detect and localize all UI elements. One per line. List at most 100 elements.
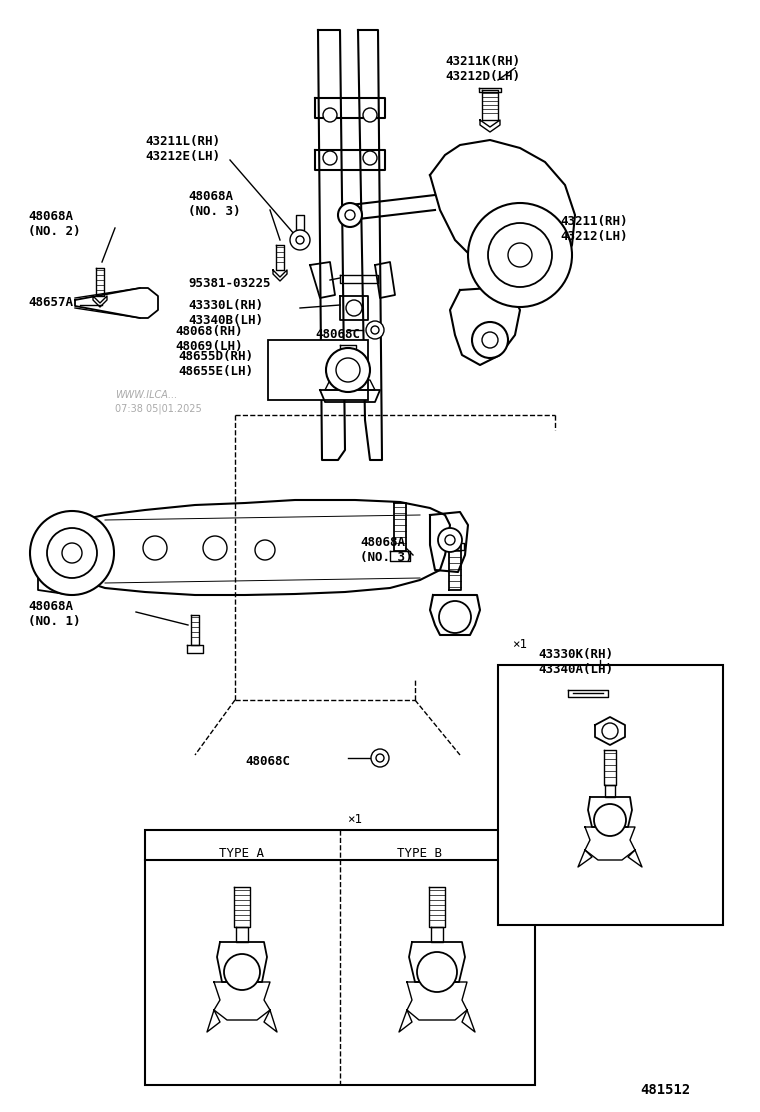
Text: WWW.ILCA...: WWW.ILCA... xyxy=(115,390,177,400)
Circle shape xyxy=(346,300,362,316)
Text: 43211K(RH)
43212D(LH): 43211K(RH) 43212D(LH) xyxy=(445,54,520,83)
Circle shape xyxy=(371,326,379,334)
Text: 48068A
(NO. 2): 48068A (NO. 2) xyxy=(28,210,81,238)
Text: 48068C: 48068C xyxy=(245,755,290,768)
Bar xyxy=(498,665,723,925)
Circle shape xyxy=(323,151,337,165)
Text: 43330L(RH)
43340B(LH): 43330L(RH) 43340B(LH) xyxy=(188,299,263,327)
Text: 43211L(RH)
43212E(LH): 43211L(RH) 43212E(LH) xyxy=(145,135,220,163)
Circle shape xyxy=(345,210,355,220)
Polygon shape xyxy=(38,565,75,595)
Polygon shape xyxy=(273,270,287,281)
Polygon shape xyxy=(217,942,267,982)
Circle shape xyxy=(417,952,457,992)
Circle shape xyxy=(338,203,362,227)
Circle shape xyxy=(30,512,114,595)
Polygon shape xyxy=(310,262,335,298)
Circle shape xyxy=(439,600,471,633)
Polygon shape xyxy=(394,503,406,552)
Polygon shape xyxy=(50,500,450,595)
Text: ×1: ×1 xyxy=(512,638,527,651)
Text: 481512: 481512 xyxy=(640,1083,690,1098)
Text: 43330K(RH)
43340A(LH): 43330K(RH) 43340A(LH) xyxy=(538,648,613,676)
Circle shape xyxy=(296,236,304,244)
Circle shape xyxy=(62,543,82,563)
Polygon shape xyxy=(449,545,461,590)
Polygon shape xyxy=(264,1010,277,1032)
Polygon shape xyxy=(628,850,642,867)
Polygon shape xyxy=(236,927,248,942)
Polygon shape xyxy=(340,345,356,353)
Polygon shape xyxy=(75,288,158,318)
Circle shape xyxy=(224,954,260,990)
Bar xyxy=(268,340,368,400)
Polygon shape xyxy=(318,30,345,460)
Circle shape xyxy=(336,358,360,383)
Text: 07:38 05|01.2025: 07:38 05|01.2025 xyxy=(115,404,201,415)
Polygon shape xyxy=(480,120,500,132)
Circle shape xyxy=(482,332,498,348)
Polygon shape xyxy=(568,691,608,697)
Circle shape xyxy=(508,244,532,267)
Text: ×1: ×1 xyxy=(347,813,362,826)
Circle shape xyxy=(488,224,552,287)
Polygon shape xyxy=(604,749,616,785)
Circle shape xyxy=(326,348,370,393)
Polygon shape xyxy=(315,150,385,170)
Polygon shape xyxy=(578,850,592,867)
Polygon shape xyxy=(340,275,378,282)
Circle shape xyxy=(472,322,508,358)
Circle shape xyxy=(371,749,389,767)
Circle shape xyxy=(363,108,377,122)
Polygon shape xyxy=(462,1010,475,1032)
Bar xyxy=(145,830,535,1085)
Circle shape xyxy=(376,754,384,762)
Text: TYPE A: TYPE A xyxy=(219,847,264,860)
Polygon shape xyxy=(605,785,615,797)
Polygon shape xyxy=(407,982,467,1020)
Circle shape xyxy=(438,528,462,552)
Polygon shape xyxy=(446,543,464,550)
Circle shape xyxy=(468,203,572,307)
Text: 48068A
(NO. 3): 48068A (NO. 3) xyxy=(188,190,240,218)
Text: TYPE B: TYPE B xyxy=(397,847,442,860)
Text: 48657A: 48657A xyxy=(28,296,73,309)
Polygon shape xyxy=(191,615,199,645)
Polygon shape xyxy=(315,98,385,118)
Text: 48068(RH)
48069(LH): 48068(RH) 48069(LH) xyxy=(175,325,242,353)
Polygon shape xyxy=(207,1010,220,1032)
Circle shape xyxy=(203,536,227,560)
Circle shape xyxy=(366,321,384,339)
Circle shape xyxy=(363,151,377,165)
Polygon shape xyxy=(430,512,468,572)
Text: 48655D(RH)
48655E(LH): 48655D(RH) 48655E(LH) xyxy=(178,350,253,378)
Polygon shape xyxy=(450,288,520,365)
Polygon shape xyxy=(296,215,304,230)
Polygon shape xyxy=(409,942,465,982)
Polygon shape xyxy=(390,552,410,560)
Circle shape xyxy=(290,230,310,250)
Circle shape xyxy=(143,536,167,560)
Polygon shape xyxy=(429,887,445,927)
Polygon shape xyxy=(375,262,395,298)
Polygon shape xyxy=(214,982,270,1020)
Polygon shape xyxy=(96,268,104,296)
Circle shape xyxy=(323,108,337,122)
Text: 48068A
(NO. 3): 48068A (NO. 3) xyxy=(360,536,413,564)
Polygon shape xyxy=(187,645,203,653)
Circle shape xyxy=(602,723,618,739)
Polygon shape xyxy=(399,1010,412,1032)
Polygon shape xyxy=(325,380,375,390)
Polygon shape xyxy=(340,296,368,320)
Polygon shape xyxy=(358,30,382,460)
Text: 48068C: 48068C xyxy=(315,328,360,341)
Polygon shape xyxy=(431,927,443,942)
Text: 43211(RH)
43212(LH): 43211(RH) 43212(LH) xyxy=(560,215,628,244)
Polygon shape xyxy=(320,390,380,403)
Circle shape xyxy=(594,804,626,836)
Polygon shape xyxy=(479,88,501,92)
Polygon shape xyxy=(276,245,284,270)
Circle shape xyxy=(47,528,97,578)
Polygon shape xyxy=(585,827,635,860)
Polygon shape xyxy=(588,797,632,827)
